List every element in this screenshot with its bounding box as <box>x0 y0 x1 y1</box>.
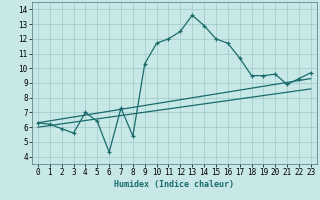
X-axis label: Humidex (Indice chaleur): Humidex (Indice chaleur) <box>115 180 234 189</box>
